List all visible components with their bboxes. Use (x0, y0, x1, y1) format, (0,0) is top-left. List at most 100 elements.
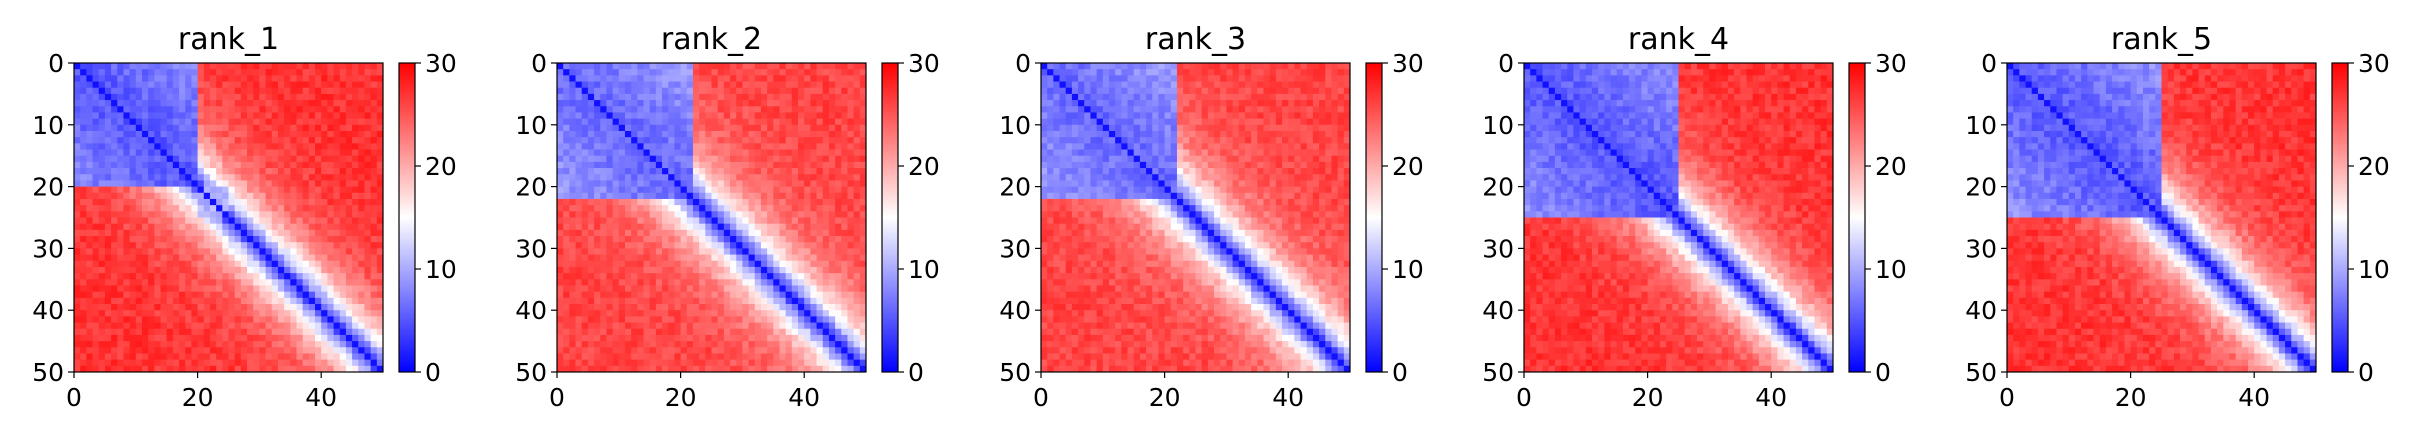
heatmap-cell (135, 279, 143, 286)
heatmap-cell (98, 353, 106, 361)
heatmap-cell (172, 297, 180, 305)
heatmap-cell (816, 248, 824, 255)
heatmap-cell (154, 304, 161, 311)
heatmap-cell (581, 130, 589, 138)
heatmap-cell (662, 279, 669, 286)
heatmap-cell (841, 75, 848, 82)
heatmap-cell (612, 75, 620, 82)
heatmap-cell (358, 217, 365, 225)
heatmap-cell (587, 291, 595, 299)
heatmap-cell (847, 168, 855, 175)
heatmap-cell (86, 155, 93, 163)
heatmap-cell (594, 93, 601, 101)
heatmap-cell (327, 93, 334, 101)
heatmap-cell (730, 75, 737, 82)
heatmap-cell (259, 186, 266, 194)
heatmap-cell (166, 248, 174, 255)
heatmap-cell (160, 297, 168, 305)
heatmap-cell (284, 223, 291, 231)
heatmap-cell (376, 217, 384, 225)
heatmap-cell (563, 69, 570, 76)
heatmap-cell (185, 353, 192, 361)
heatmap-cell (296, 236, 304, 243)
heatmap-cell (563, 63, 570, 70)
heatmap-cell (247, 81, 254, 89)
heatmap-cell (699, 143, 706, 150)
heatmap-cell (271, 310, 279, 317)
heatmap-cell (637, 236, 644, 243)
heatmap-cell (321, 334, 328, 342)
heatmap-cell (606, 174, 614, 181)
heatmap-cell (376, 229, 384, 237)
heatmap-cell (767, 155, 774, 163)
heatmap-cell (339, 124, 347, 132)
heatmap-cell (123, 211, 131, 218)
heatmap-cell (612, 285, 620, 293)
heatmap-cell (191, 291, 198, 299)
heatmap-cell (618, 229, 626, 237)
heatmap-cell (748, 69, 756, 76)
colorbar (398, 62, 416, 373)
heatmap-cell (148, 87, 155, 95)
heatmap-cell (624, 291, 632, 299)
heatmap-cell (637, 353, 644, 361)
heatmap-cell (668, 198, 675, 206)
heatmap-cell (594, 223, 601, 231)
heatmap-cell (111, 260, 118, 268)
heatmap-cell (655, 75, 663, 82)
heatmap-cell (662, 347, 669, 354)
heatmap-cell (705, 223, 712, 231)
heatmap-cell (773, 205, 780, 212)
heatmap-cell (680, 69, 688, 76)
heatmap-cell (773, 310, 780, 317)
heatmap-cell (129, 260, 137, 268)
heatmap-cell (841, 341, 848, 348)
heatmap-cell (594, 106, 601, 113)
heatmap-cell (674, 75, 681, 82)
heatmap-cell (315, 273, 322, 280)
heatmap-cell (74, 112, 81, 120)
heatmap-cell (723, 359, 731, 367)
heatmap-cell (748, 273, 756, 280)
heatmap-cell (271, 118, 279, 126)
heatmap-cell (284, 297, 291, 305)
heatmap-cell (631, 328, 638, 336)
heatmap-cell (649, 211, 657, 218)
heatmap-cell (197, 211, 205, 218)
heatmap-cell (129, 100, 137, 107)
heatmap-cell (277, 297, 285, 305)
heatmap-cell (135, 93, 143, 101)
heatmap-cell (730, 310, 737, 317)
heatmap-cell (785, 186, 793, 194)
heatmap-cell (631, 100, 638, 107)
heatmap-cell (662, 217, 669, 225)
heatmap-cell (315, 198, 322, 206)
heatmap-cell (587, 359, 595, 367)
heatmap-cell (277, 63, 285, 70)
heatmap-cell (104, 254, 112, 262)
heatmap-cell (841, 161, 848, 169)
heatmap-cell (680, 223, 688, 231)
heatmap-cell (339, 279, 347, 286)
heatmap-cell (86, 322, 93, 330)
heatmap-cell (557, 87, 564, 95)
heatmap-cell (791, 192, 799, 200)
heatmap-cell (104, 69, 112, 76)
heatmap-cell (606, 75, 614, 82)
heatmap-cell (277, 81, 285, 89)
heatmap-cell (835, 149, 842, 157)
heatmap-cell (154, 130, 161, 138)
heatmap-cell (643, 180, 651, 187)
heatmap-cell (557, 130, 564, 138)
heatmap-cell (841, 353, 848, 361)
heatmap-cell (222, 174, 229, 181)
heatmap-cell (160, 130, 168, 138)
heatmap-cell (828, 217, 836, 225)
heatmap-cell (835, 266, 842, 274)
heatmap-cell (692, 359, 700, 367)
heatmap-cell (234, 118, 242, 126)
heatmap-cell (185, 155, 192, 163)
heatmap-cell (333, 334, 341, 342)
heatmap-cell (240, 316, 248, 323)
heatmap-cell (141, 347, 149, 354)
